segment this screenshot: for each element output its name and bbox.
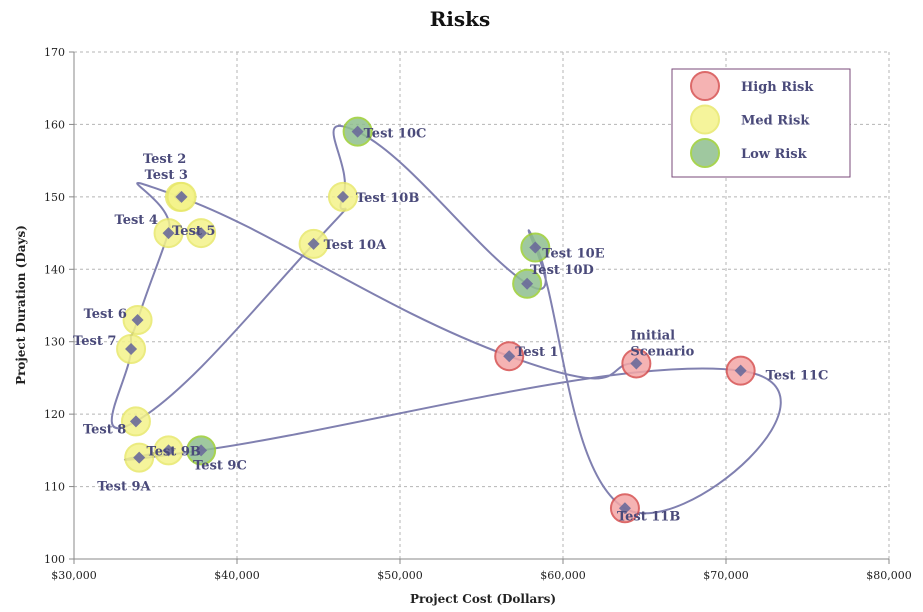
data-point-marker (162, 227, 175, 240)
y-tick-label: 140 (44, 263, 65, 276)
data-point-marker (195, 444, 208, 457)
y-tick-label: 120 (44, 408, 65, 421)
data-point-marker (618, 502, 631, 515)
x-tick-label: $30,000 (51, 569, 97, 582)
data-point-marker (195, 227, 208, 240)
point-label: Test 1 (515, 345, 558, 360)
y-axis-title: Project Duration (Days) (14, 225, 28, 385)
y-tick-label: 130 (44, 336, 65, 349)
legend: High Risk Med Risk Low Risk (671, 68, 851, 178)
data-points (116, 116, 756, 524)
point-label: Test 3 (145, 168, 188, 183)
data-point-marker (162, 444, 175, 457)
scenario-path-line (110, 124, 782, 515)
point-label: Test 4 (115, 213, 158, 228)
y-tick-label: 170 (44, 46, 65, 59)
point-label: Test 9A (97, 480, 151, 495)
legend-label: High Risk (741, 80, 814, 95)
point-label: Scenario (630, 344, 694, 359)
point-label: Initial (630, 328, 675, 343)
point-label: Test 5 (172, 224, 215, 239)
point-label: Test 9B (147, 444, 201, 459)
point-label: Test 11C (766, 369, 829, 384)
point-label: Test 10A (324, 238, 387, 253)
legend-swatch (690, 138, 720, 168)
data-point-marker (129, 415, 142, 428)
data-point-marker (336, 190, 349, 203)
point-label: Test 10C (364, 127, 427, 142)
point-label: Test 8 (83, 422, 126, 437)
data-point-marker (503, 350, 516, 363)
chart-title: Risks (430, 7, 491, 31)
y-tick-label: 100 (44, 553, 65, 566)
x-tick-label: $80,000 (866, 569, 912, 582)
legend-label: Low Risk (741, 147, 808, 162)
y-tick-label: 160 (44, 118, 65, 131)
data-point-marker (133, 451, 146, 464)
point-label: Test 10B (356, 191, 419, 206)
point-label: Test 7 (73, 334, 116, 349)
x-axis-title: Project Cost (Dollars) (410, 592, 556, 606)
data-point-marker (175, 190, 188, 203)
x-tick-label: $50,000 (377, 569, 423, 582)
point-label: Test 9C (193, 458, 247, 473)
point-label: Test 10D (530, 263, 594, 278)
x-tick-label: $60,000 (540, 569, 586, 582)
legend-swatch (690, 71, 720, 101)
x-tick-label: $40,000 (214, 569, 260, 582)
point-label: Test 2 (143, 152, 186, 167)
axes: $30,000 $40,000 $50,000 $60,000 $70,000 $80,0… (44, 46, 912, 582)
legend-label: Med Risk (741, 114, 810, 129)
data-point-marker (630, 357, 643, 370)
point-label: Test 11B (617, 509, 680, 524)
data-point-marker (351, 125, 364, 138)
y-tick-label: 110 (44, 481, 65, 494)
y-tick-label: 150 (44, 191, 65, 204)
data-point-marker (131, 313, 144, 326)
point-label: Test 6 (84, 307, 127, 322)
legend-swatch (690, 104, 720, 135)
x-tick-label: $70,000 (703, 569, 749, 582)
scenario-path (110, 124, 782, 515)
data-point-marker (307, 237, 320, 250)
point-label: Test 10E (542, 247, 604, 262)
data-point-marker (125, 342, 138, 355)
data-point-marker (529, 241, 542, 254)
data-point-marker (734, 364, 747, 377)
data-point-marker (521, 277, 534, 290)
